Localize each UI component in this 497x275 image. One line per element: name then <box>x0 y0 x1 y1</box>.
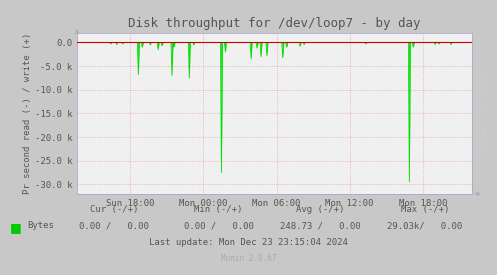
Text: 29.03k/   0.00: 29.03k/ 0.00 <box>387 221 463 230</box>
Text: 248.73 /   0.00: 248.73 / 0.00 <box>280 221 361 230</box>
Text: RRDTOOL / TOBI OETIKER: RRDTOOL / TOBI OETIKER <box>482 69 487 151</box>
Text: Last update: Mon Dec 23 23:15:04 2024: Last update: Mon Dec 23 23:15:04 2024 <box>149 238 348 247</box>
Text: Avg (-/+): Avg (-/+) <box>296 205 345 214</box>
Text: 0.00 /   0.00: 0.00 / 0.00 <box>80 221 149 230</box>
Text: Max (-/+): Max (-/+) <box>401 205 449 214</box>
Text: 0.00 /   0.00: 0.00 / 0.00 <box>184 221 253 230</box>
Text: Munin 2.0.67: Munin 2.0.67 <box>221 254 276 263</box>
Text: Min (-/+): Min (-/+) <box>194 205 243 214</box>
Text: Cur (-/+): Cur (-/+) <box>90 205 139 214</box>
Title: Disk throughput for /dev/loop7 - by day: Disk throughput for /dev/loop7 - by day <box>128 17 421 31</box>
Text: Bytes: Bytes <box>27 221 54 230</box>
Text: ■: ■ <box>10 221 22 234</box>
Y-axis label: Pr second read (-) / write (+): Pr second read (-) / write (+) <box>23 33 32 194</box>
